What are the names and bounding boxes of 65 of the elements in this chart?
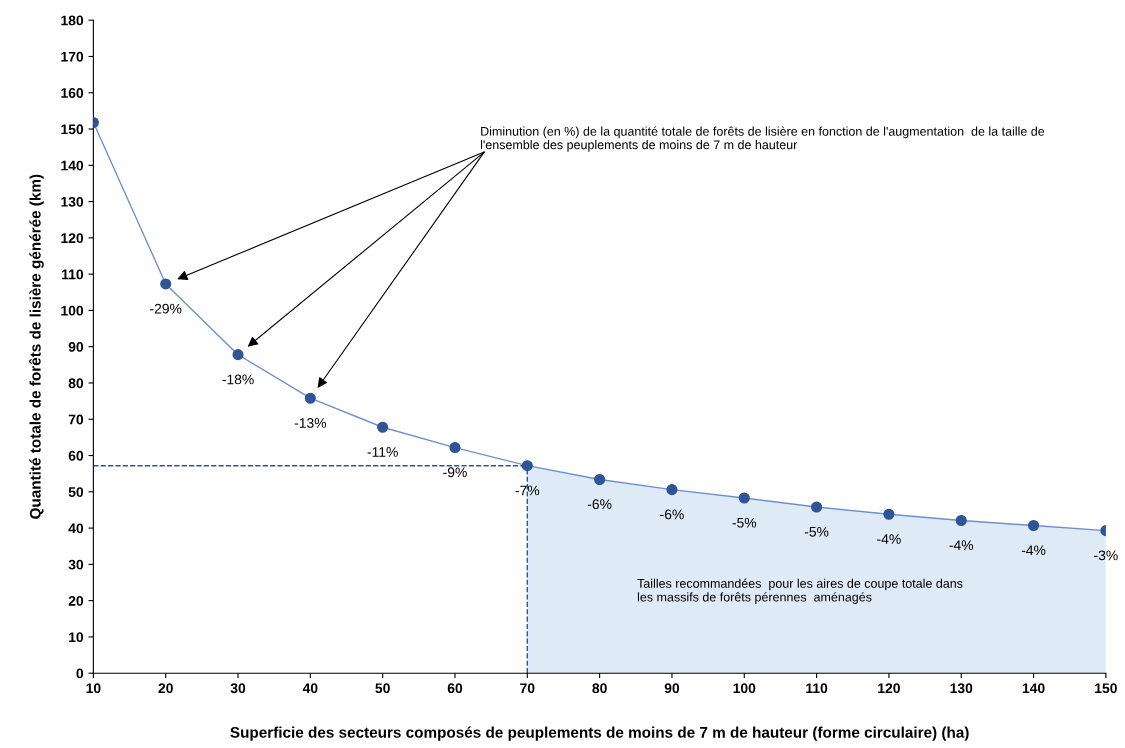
x-tick-label: 120 [878,683,900,694]
x-tick-label: 80 [592,683,607,694]
x-tick-label: 70 [520,683,535,694]
annotation: -29% [150,303,182,314]
y-tick-label: 60 [68,450,84,461]
point [811,501,823,513]
y-tick-label: 90 [68,342,84,352]
y-tick-label: 20 [68,595,84,606]
point [232,349,244,361]
annotation: -9% [443,467,467,478]
annotation: Tailles recommandées pour les aires de coupe totale dans les massifs de forêts pérennes aménagés [637,578,963,604]
annotation: -4% [877,534,901,544]
y-tick-label: 40 [68,523,84,534]
x-tick-label: 90 [664,683,680,694]
y-tick-label: 130 [61,196,84,207]
y-tick-label: 80 [68,378,84,389]
y-tick-label: 180 [61,15,84,26]
x-tick-label: 140 [1022,683,1045,694]
point [521,460,533,472]
annotation: -6% [660,509,684,520]
x-tick-label: 150 [1095,683,1117,694]
x-tick-label: 130 [950,683,973,694]
point [666,484,678,496]
point [160,278,172,290]
point [883,508,895,520]
point [377,421,389,433]
annotation: Diminution (en %) de la quantité totale de forêts de lisière en fonction de l'augmentation de la taille de l'ensemble des peuplements de moins de 7 m de hauteur [480,126,1045,152]
y-axis-title: Quantité totale de forêts de lisière générée (km) [29,174,44,519]
annotation: -5% [732,517,757,528]
y-tick-label: 140 [61,160,84,171]
point [304,392,316,404]
y-tick-label: 30 [68,559,84,570]
y-tick-label: 170 [61,51,84,62]
annotation: -6% [587,499,612,510]
y-tick-label: 50 [68,487,84,497]
point [594,473,606,486]
annotation: -4% [1021,545,1046,556]
point [955,514,967,527]
x-tick-label: 20 [158,683,173,694]
y-tick-label: 0 [76,668,84,679]
annotation: -7% [515,485,540,496]
annotation: -18% [222,374,254,385]
x-axis-title: Superficie des secteurs composés de peuplements de moins de 7 m de hauteur (forme circulaire) (ha) [230,726,969,741]
x-tick-label: 30 [230,683,246,694]
x-tick-label: 60 [447,683,463,694]
annotation: -5% [804,526,829,537]
y-tick-label: 100 [61,305,84,316]
x-tick-label: 40 [302,683,318,694]
annotation: -4% [949,540,974,551]
y-tick-label: 160 [61,88,84,98]
y-tick-label: 70 [68,414,84,425]
x-tick-label: 10 [86,683,101,694]
point [738,492,750,504]
point [449,441,461,454]
x-tick-label: 100 [733,683,756,694]
x-tick-label: 50 [375,683,390,694]
annotation: -11% [367,447,398,457]
y-tick-label: 150 [61,124,84,135]
annotation: -13% [294,418,327,428]
y-tick-label: 10 [69,632,84,643]
x-tick-label: 110 [806,683,828,694]
point [1027,519,1040,532]
y-tick-label: 120 [61,233,84,244]
annotation: -3% [1094,550,1118,561]
y-tick-label: 110 [62,269,84,280]
